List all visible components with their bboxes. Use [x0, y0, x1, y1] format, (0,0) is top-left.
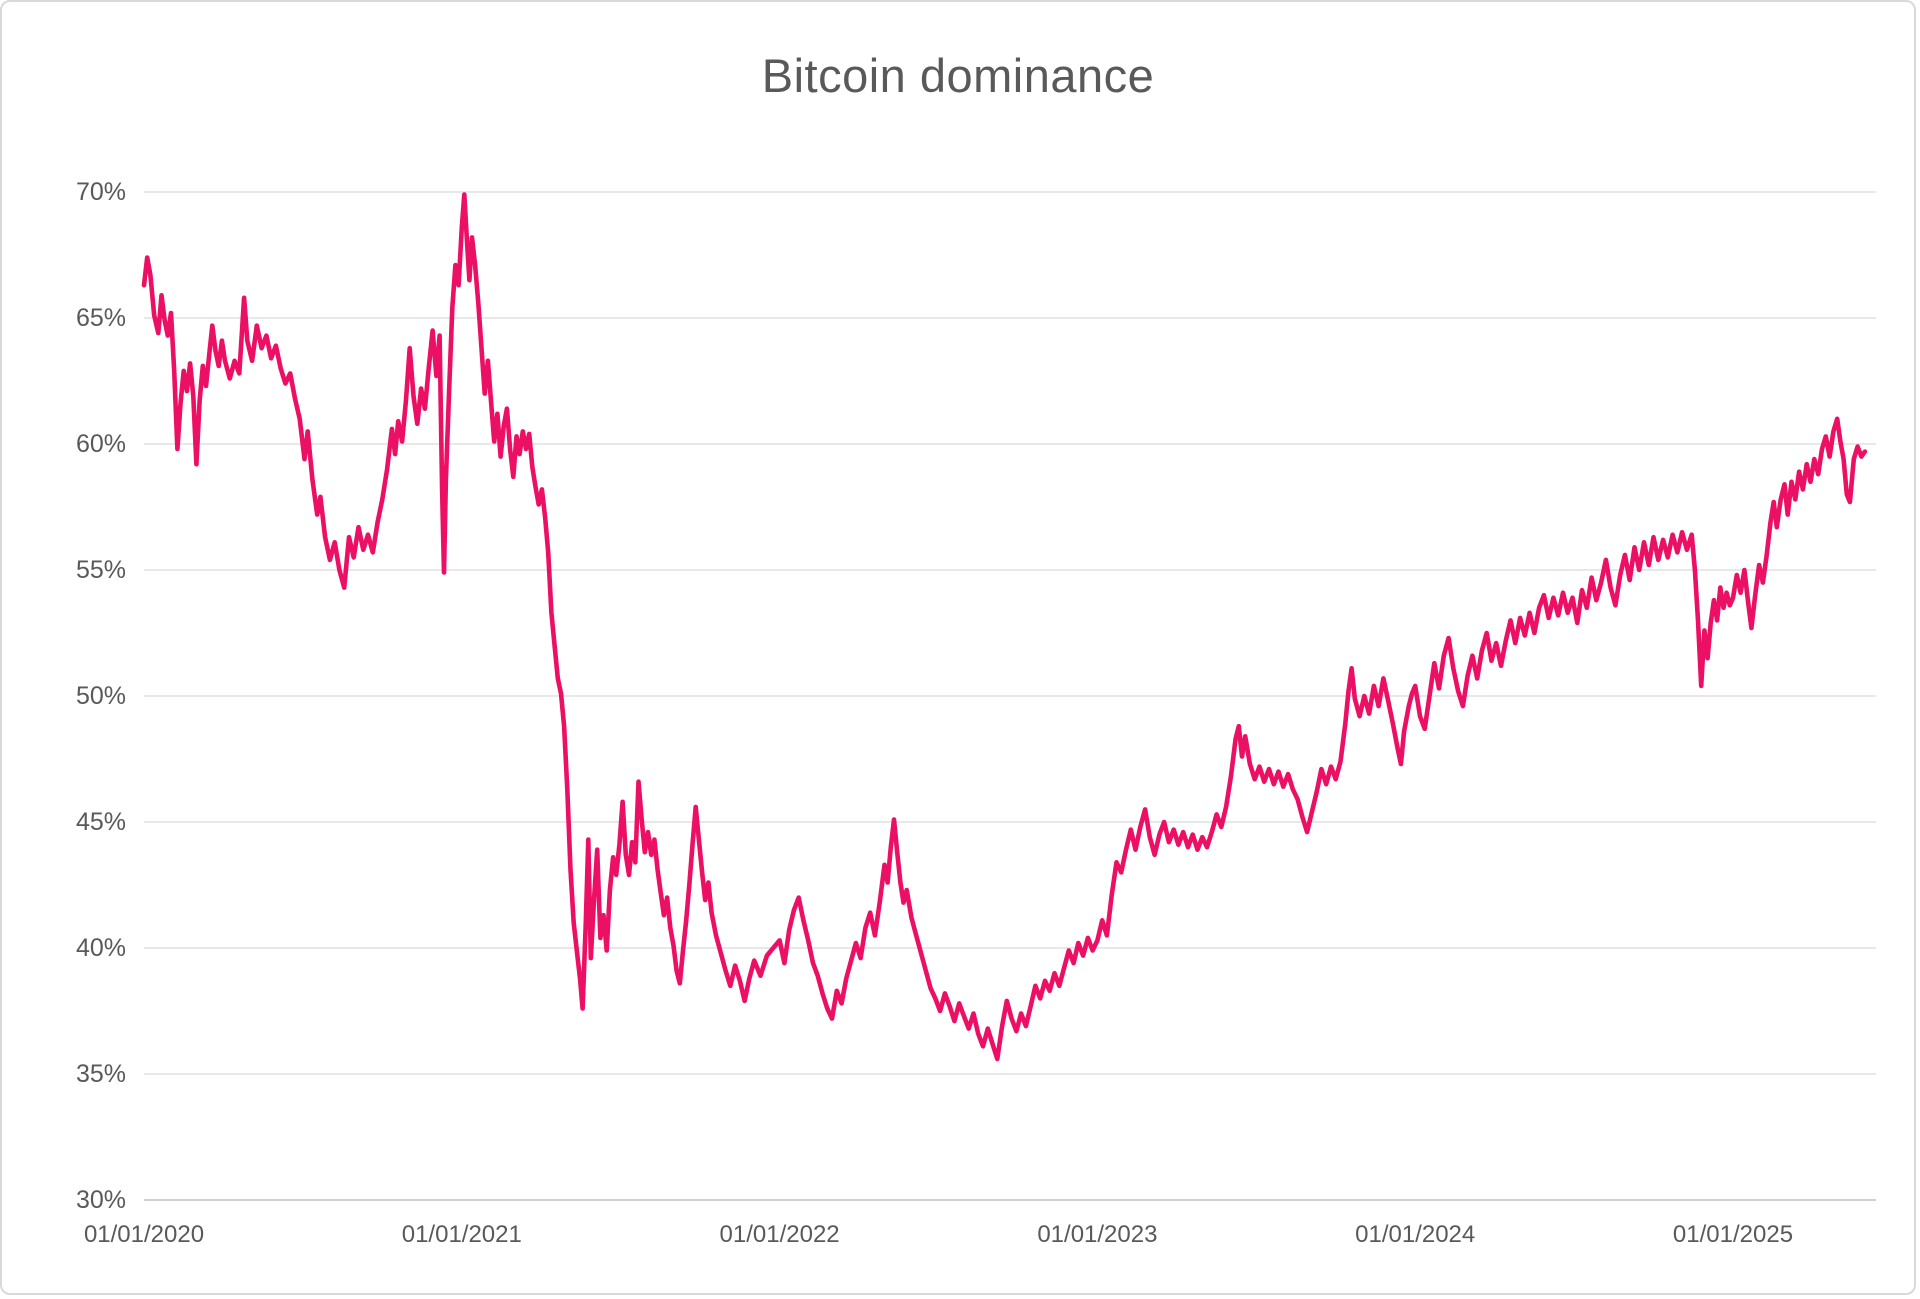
y-axis-label: 45% [76, 808, 126, 836]
y-axis-label: 55% [76, 556, 126, 584]
y-axis-label: 50% [76, 682, 126, 710]
x-axis-label: 01/01/2020 [84, 1221, 204, 1248]
y-axis-label: 35% [76, 1060, 126, 1088]
y-axis-label: 30% [76, 1186, 126, 1214]
x-axis-label: 01/01/2021 [402, 1221, 522, 1248]
x-axis-label: 01/01/2023 [1037, 1221, 1157, 1248]
y-axis-label: 70% [76, 178, 126, 206]
y-axis-label: 65% [76, 304, 126, 332]
x-axis-label: 01/01/2022 [720, 1221, 840, 1248]
y-axis-label: 40% [76, 934, 126, 962]
x-axis-label: 01/01/2024 [1355, 1221, 1475, 1248]
chart-title: Bitcoin dominance [761, 49, 1155, 102]
x-axis-label: 01/01/2025 [1673, 1221, 1793, 1248]
y-axis-label: 60% [76, 430, 126, 458]
data-line-bitcoin-dominance [141, 192, 1868, 1062]
